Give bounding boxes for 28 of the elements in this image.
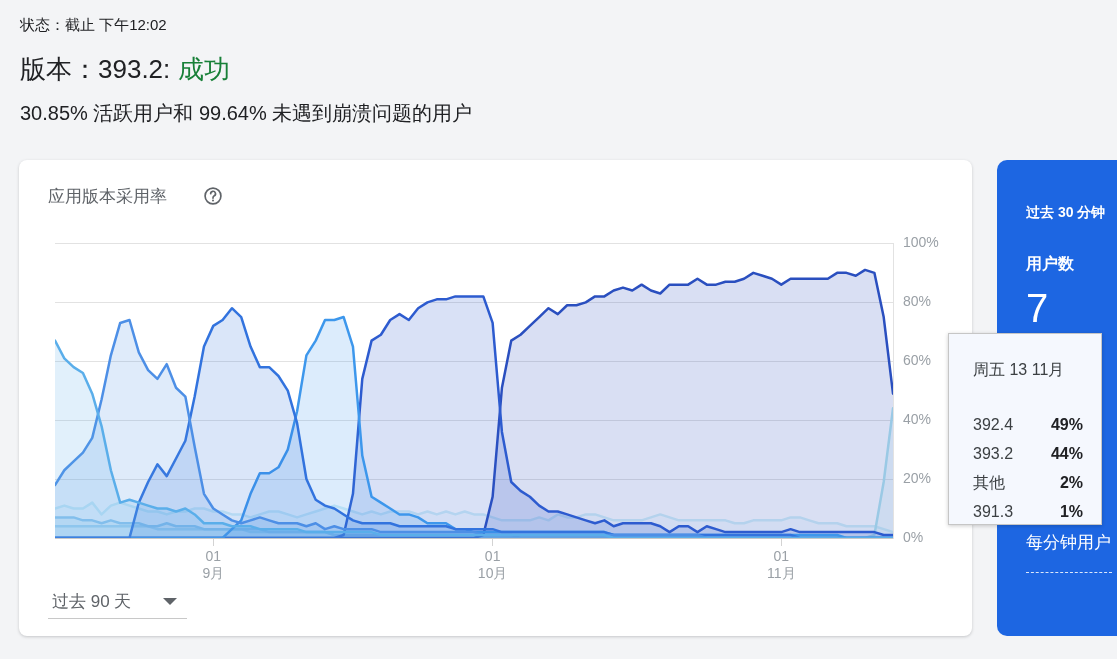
y-tick-label: 20% bbox=[903, 469, 932, 486]
text: 其他 bbox=[973, 473, 1005, 493]
text: 成功 bbox=[178, 54, 231, 84]
x-tick-label: 01 10月 bbox=[477, 548, 508, 582]
y-tick-label: 100% bbox=[903, 234, 939, 251]
text: 393.2 bbox=[973, 444, 1014, 464]
y-tick-label: 60% bbox=[903, 352, 932, 369]
text: 7 bbox=[1026, 285, 1049, 331]
y-tick-label: 80% bbox=[903, 293, 932, 310]
text: 版本：393.2: bbox=[20, 54, 171, 84]
text: 过去 30 分钟 bbox=[1026, 203, 1106, 221]
text: 44% bbox=[1050, 444, 1083, 464]
text: 每分钟用户 bbox=[1026, 532, 1111, 554]
text: 状态：截止 下午12:02 bbox=[20, 15, 167, 35]
text: 30.85% 活跃用户和 99.64% 未遇到崩溃问题的用户 bbox=[20, 101, 473, 126]
x-tick-label: 01 11月 bbox=[766, 548, 796, 582]
text: 用户数 bbox=[1026, 254, 1074, 274]
y-tick-label: 40% bbox=[903, 411, 932, 428]
text: 391.3 bbox=[973, 502, 1014, 522]
text: 49% bbox=[1050, 415, 1083, 435]
text: 1% bbox=[1059, 502, 1083, 522]
y-tick-label: 0% bbox=[903, 528, 924, 545]
text: 2% bbox=[1059, 473, 1083, 493]
chart-title: 应用版本采用率 bbox=[48, 186, 167, 208]
dropdown-field: 过去 90 天 bbox=[48, 588, 187, 619]
text: 392.4 bbox=[973, 415, 1014, 435]
x-tick-label: 01 9月 bbox=[202, 548, 225, 582]
text: 周五 13 11月 bbox=[973, 360, 1065, 380]
